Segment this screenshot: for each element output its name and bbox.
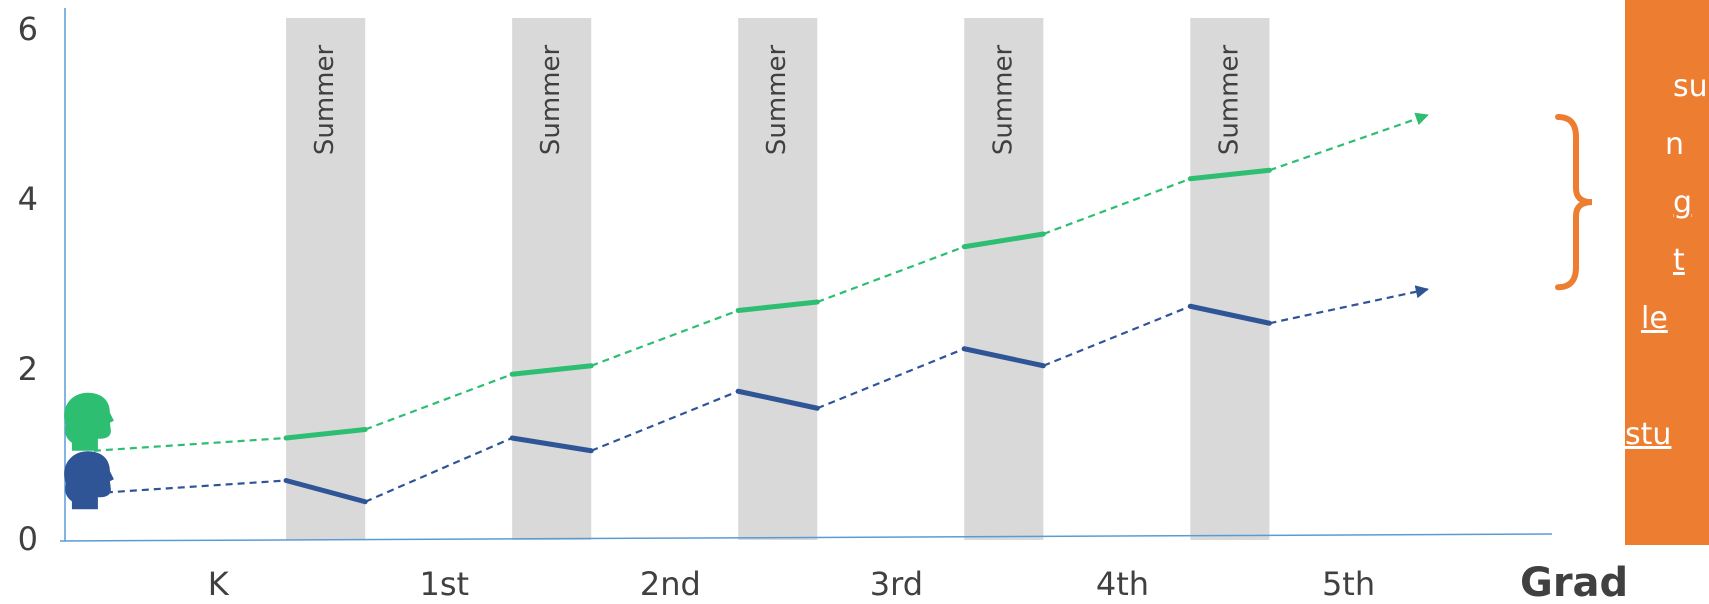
school-year-segment [364,373,513,431]
summer-band [964,18,1044,540]
summer-band [738,18,818,540]
summer-segment [283,427,368,441]
summer-label: Summer [762,45,792,156]
annotation-line: le [1641,301,1668,336]
summer-band [286,18,366,540]
summer-label: Summer [988,45,1018,156]
summer-segment [735,299,820,313]
summer-segment [961,231,1046,250]
student-head-icon [64,392,114,451]
y-tick-label: 2 [18,350,38,388]
annotation-line: n [1665,127,1685,162]
school-year-segment [816,245,965,304]
x-tick-label: 4th [1096,565,1149,603]
school-year-segment [816,347,965,410]
annotation-line: stu [1625,417,1672,452]
gap-brace [1555,114,1593,291]
school-year-segment [590,390,739,452]
summer-segment [509,363,594,377]
y-ticks: 0 2 4 6 [18,10,38,558]
summer-label: Summer [536,45,566,156]
summer-segment [1187,303,1272,326]
summer-segment [961,346,1046,369]
x-tick-label: K [208,565,230,603]
x-ticks: K 1st 2nd 3rd 4th 5th [208,565,1375,603]
school-year-segment [364,436,513,503]
summer-label: Summer [1214,45,1244,156]
annotation-line: su [1673,69,1708,104]
series-lines [93,112,1429,505]
summer-band [512,18,592,540]
x-axis-title: Grade [1520,560,1625,604]
summer-band [1190,18,1270,540]
summer-segment [283,478,368,505]
summer-segment [735,388,820,411]
x-tick-label: 2nd [640,565,701,603]
summer-segment [1187,167,1272,182]
chart-canvas: Summer Summer Summer Summer Summer 0 2 4 6 K 1st… [18,8,1625,604]
school-year-segment [1042,177,1191,236]
student-head-icon [64,451,114,510]
x-tick-label: 5th [1322,565,1375,603]
y-tick-label: 0 [18,520,38,558]
school-year-segment [590,309,739,367]
annotation-line: t [1673,243,1685,278]
x-tick-label: 1st [420,565,470,603]
school-year-segment [93,436,287,452]
school-year-segment [1042,305,1191,367]
projection-segment [1269,112,1429,172]
y-tick-label: 6 [18,10,38,48]
summer-segment [509,435,594,454]
y-tick-label: 4 [18,180,38,218]
x-tick-label: 3rd [870,565,923,603]
school-year-segment [93,479,287,495]
x-axis [59,533,1553,542]
projection-segment [1269,285,1429,325]
summer-label: Summer [310,45,340,156]
gap-annotation-box: su n g t le stu [1625,0,1709,545]
summer-bands: Summer Summer Summer Summer Summer [286,18,1270,540]
annotation-line: g [1673,185,1693,220]
